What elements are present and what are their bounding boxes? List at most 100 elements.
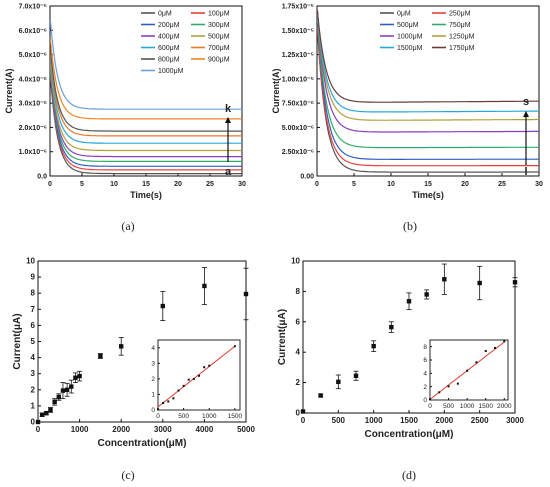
- legend-label: 700μM: [208, 45, 230, 52]
- series-line-4: [50, 65, 242, 158]
- x-tick-label: 10: [387, 181, 395, 188]
- inset-y-tick-label: 4: [423, 371, 427, 378]
- data-point-3: [353, 373, 359, 378]
- inset-point-11: [233, 345, 236, 348]
- y-tick-label: 7.0x10⁻⁶: [19, 4, 47, 11]
- series-line-2: [50, 70, 242, 167]
- x-tick-label: 4000: [196, 425, 214, 434]
- y-tick-label: 9: [31, 273, 36, 282]
- legend-label: 500μM: [397, 22, 419, 29]
- inset-point-4: [466, 369, 469, 372]
- x-tick-label: 1500: [400, 416, 418, 425]
- y-tick-label: 6: [296, 317, 301, 326]
- inset-y-tick-label: 2: [151, 376, 155, 383]
- legend-label: 0μM: [397, 11, 411, 18]
- legend: 0μM 250μM 500μM 750μM 1000μM 1250μM 1500μM 1750…: [380, 11, 475, 52]
- x-tick-label: 30: [238, 181, 246, 188]
- y-tick-label: 4.0x10⁻⁶: [19, 76, 47, 83]
- data-point-2: [336, 379, 341, 385]
- legend-label: 250μM: [449, 11, 471, 18]
- x-tick-label: 25: [206, 181, 214, 188]
- y-tick-label: 6: [31, 321, 36, 330]
- inset-y-tick-label: 3: [151, 361, 155, 368]
- inset-x-tick-label: 0: [428, 403, 432, 410]
- annotation-top: k: [225, 103, 232, 115]
- inset-point-5: [475, 361, 478, 364]
- chart-b: 0 5 10 15 20 25 30 0.00 2.50x10⁻⁶ 5.00x10⁻⁶ 7.50x1…: [271, 4, 543, 201]
- inset-x-tick-label: 1500: [478, 403, 493, 410]
- y-tick-label: 0: [31, 418, 36, 427]
- inset-point-7: [494, 347, 496, 349]
- data-point-7: [424, 292, 429, 297]
- x-tick-label: 0: [315, 181, 319, 188]
- chart-c: 0 1000 2000 3000 4000 5000012345678910Concent…: [12, 257, 255, 450]
- inset-point-3: [172, 397, 175, 400]
- data-point-5: [389, 324, 394, 330]
- y-tick-label: 3.0x10⁻⁶: [19, 101, 47, 108]
- inset-y-tick-label: 4: [151, 345, 155, 352]
- y-tick-label: 10: [26, 257, 35, 266]
- x-tick-label: 500: [332, 416, 346, 425]
- inset-point-3: [456, 382, 459, 385]
- y-tick-label: 10: [291, 257, 300, 266]
- series-line-7: [50, 53, 242, 137]
- x-tick-label: 1000: [71, 425, 89, 434]
- legend-label: 100μM: [208, 11, 230, 18]
- inset-y-tick-label: 6: [423, 357, 427, 364]
- y-tick-label: 1.25x10⁻⁵: [282, 52, 314, 59]
- y-tick-label: 2: [31, 385, 36, 394]
- data-point-10: [77, 373, 82, 379]
- inset-point-8: [503, 340, 506, 343]
- data-point-11: [98, 353, 103, 359]
- data-point-9: [477, 280, 482, 286]
- legend-label: 200μM: [158, 22, 180, 29]
- y-tick-label: 5: [31, 337, 36, 346]
- data-point-12: [119, 344, 124, 349]
- series-line-5: [50, 63, 242, 152]
- y-tick-label: 1.50x10⁻⁵: [282, 28, 314, 35]
- caption-a: (a): [121, 219, 134, 233]
- legend-label: 800μM: [158, 57, 180, 64]
- x-tick-label: 0: [36, 425, 41, 434]
- data-point-4: [371, 343, 376, 349]
- inset-x-tick-label: 1500: [228, 413, 243, 420]
- inset-point-2: [167, 400, 170, 403]
- inset-y-tick-label: 8: [423, 344, 427, 351]
- inset-x-tick-label: 2000: [497, 403, 512, 410]
- annotation-bottom: l: [524, 166, 527, 178]
- series-line-0: [50, 75, 242, 175]
- inset-point-6: [484, 350, 487, 352]
- inset-point-6: [187, 378, 190, 381]
- y-tick-label: 2.0x10⁻⁶: [19, 125, 47, 132]
- legend-label: 1500μM: [397, 45, 423, 52]
- inset-point-5: [182, 384, 185, 387]
- legend-label: 500μM: [208, 34, 230, 41]
- x-tick-label: 25: [498, 181, 506, 188]
- series-line-2: [317, 17, 539, 160]
- inset-point-7: [192, 377, 195, 380]
- series-line-4: [317, 11, 539, 133]
- x-tick-label: 20: [461, 181, 469, 188]
- data-point-15: [243, 291, 249, 297]
- series-line-10: [50, 19, 242, 110]
- chart-d: 0 500 1000 1500 2000 2500 30000246810Concentra…: [277, 257, 524, 441]
- y-tick-label: 5.00x10⁻⁶: [282, 125, 314, 132]
- annotation-bottom: a: [225, 166, 232, 178]
- y-tick-label: 1.0x10⁻⁶: [19, 149, 47, 156]
- data-point-0: [300, 409, 306, 414]
- inset-x-tick-label: 1000: [202, 413, 217, 420]
- series-line-9: [50, 38, 242, 120]
- legend-label: 600μM: [158, 45, 180, 52]
- x-tick-label: 5: [352, 181, 356, 188]
- y-tick-label: 0: [296, 409, 301, 418]
- inset-point-0: [157, 408, 159, 411]
- legend-label: 0μM: [158, 11, 172, 18]
- x-axis-label: Concentration(μM): [365, 429, 454, 440]
- legend-label: 300μM: [208, 22, 230, 29]
- y-tick-label: 8: [31, 289, 36, 298]
- data-point-1: [39, 412, 45, 417]
- data-point-6: [406, 299, 412, 304]
- y-tick-label: 4: [296, 348, 301, 357]
- series-line-7: [317, 10, 539, 103]
- inset-frame: [429, 339, 509, 401]
